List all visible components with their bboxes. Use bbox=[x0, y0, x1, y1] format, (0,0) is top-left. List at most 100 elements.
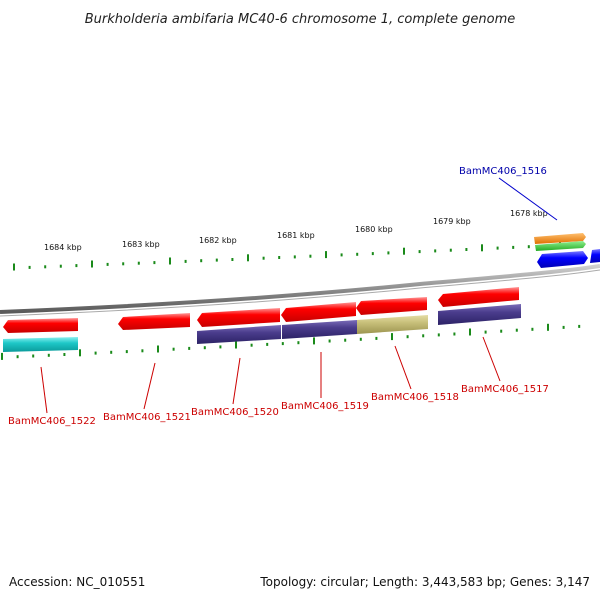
outer-minor-tick bbox=[184, 259, 187, 263]
outer-major-tick bbox=[247, 254, 249, 262]
leader-1521 bbox=[143, 362, 156, 410]
inner-minor-tick bbox=[110, 350, 113, 354]
gene-1519-strand-bar[interactable] bbox=[281, 302, 356, 322]
inner-minor-tick bbox=[531, 327, 534, 331]
inner-major-tick bbox=[547, 323, 549, 331]
inner-major-tick bbox=[313, 337, 315, 345]
outer-scale-ticks bbox=[13, 240, 577, 271]
map-title: Burkholderia ambifaria MC40-6 chromosome… bbox=[85, 12, 515, 27]
inner-minor-tick bbox=[172, 347, 175, 351]
outer-minor-tick bbox=[59, 264, 62, 268]
gene-1517-strand-bar[interactable] bbox=[438, 287, 519, 307]
outer-minor-tick bbox=[340, 253, 343, 257]
inner-minor-tick bbox=[359, 337, 362, 341]
inner-minor-tick bbox=[422, 334, 425, 338]
leader-1518 bbox=[394, 345, 412, 390]
outer-minor-tick bbox=[137, 261, 140, 265]
outer-major-tick bbox=[481, 244, 483, 252]
label-1521[interactable]: BamMC406_1521 bbox=[103, 412, 191, 423]
outer-minor-tick bbox=[387, 251, 390, 255]
inner-major-tick bbox=[157, 345, 159, 353]
gene-1522-strand-bar[interactable] bbox=[3, 318, 78, 333]
inner-minor-tick bbox=[344, 338, 347, 342]
backbone-shadow bbox=[0, 269, 600, 317]
inner-minor-tick bbox=[188, 346, 191, 350]
forward-strand-genes bbox=[3, 287, 519, 333]
outer-minor-tick bbox=[215, 258, 218, 262]
outer-minor-tick bbox=[75, 264, 78, 268]
label-1516[interactable]: BamMC406_1516 bbox=[459, 166, 547, 177]
inner-minor-tick bbox=[578, 324, 581, 328]
leader-1517 bbox=[482, 336, 501, 382]
gene-1522-cog-cyan[interactable] bbox=[3, 337, 78, 352]
inner-minor-tick bbox=[63, 353, 66, 356]
inner-minor-tick bbox=[562, 325, 565, 329]
scale-label-1682: 1682 kbp bbox=[199, 236, 237, 245]
inner-major-tick bbox=[469, 328, 471, 336]
gene-1519-cog-navy[interactable] bbox=[282, 320, 357, 339]
inner-minor-tick bbox=[281, 342, 284, 346]
outer-minor-tick bbox=[371, 252, 374, 256]
outer-minor-tick bbox=[527, 245, 530, 249]
label-1517[interactable]: BamMC406_1517 bbox=[461, 384, 549, 395]
gene-1521-strand-bar[interactable] bbox=[118, 313, 190, 330]
gene-1518-cog-khaki[interactable] bbox=[357, 315, 428, 334]
leader-1516 bbox=[498, 177, 558, 221]
outer-minor-tick bbox=[418, 250, 421, 254]
inner-minor-tick bbox=[375, 336, 378, 340]
outer-minor-tick bbox=[44, 265, 47, 269]
outer-minor-tick bbox=[465, 248, 468, 251]
scale-label-1678: 1678 kbp bbox=[510, 209, 548, 218]
cog-genes bbox=[3, 304, 521, 352]
gene-labels: BamMC406_1516 BamMC406_1517 BamMC406_151… bbox=[8, 166, 549, 427]
gene-1520-cog-navy[interactable] bbox=[197, 325, 281, 344]
gene-1518-strand-bar[interactable] bbox=[356, 297, 427, 315]
outer-minor-tick bbox=[200, 259, 203, 263]
inner-scale-ticks bbox=[1, 323, 581, 360]
inner-minor-tick bbox=[16, 355, 19, 359]
inner-minor-tick bbox=[500, 329, 503, 333]
reverse-strand-genes bbox=[534, 233, 600, 268]
outer-minor-tick bbox=[106, 262, 109, 266]
label-1518[interactable]: BamMC406_1518 bbox=[371, 392, 459, 403]
outer-minor-tick bbox=[512, 245, 515, 249]
outer-minor-tick bbox=[449, 248, 452, 252]
inner-minor-tick bbox=[32, 354, 35, 358]
outer-minor-tick bbox=[262, 256, 265, 260]
outer-minor-tick bbox=[122, 262, 125, 266]
label-leaders bbox=[40, 177, 558, 414]
gene-1516-cog-green[interactable] bbox=[535, 241, 586, 251]
scale-label-1684: 1684 kbp bbox=[44, 243, 82, 252]
outer-minor-tick bbox=[309, 254, 312, 258]
outer-minor-tick bbox=[434, 249, 437, 253]
scale-labels: 1684 kbp 1683 kbp 1682 kbp 1681 kbp 1680… bbox=[44, 209, 548, 252]
gene-1520-strand-bar[interactable] bbox=[197, 308, 280, 327]
outer-minor-tick bbox=[153, 261, 156, 265]
accession-text: Accession: NC_010551 bbox=[9, 575, 145, 589]
gene-1516-cog-orange[interactable] bbox=[534, 233, 586, 244]
gene-1516-strand-bar[interactable] bbox=[537, 251, 588, 268]
inner-major-tick bbox=[235, 341, 237, 349]
scale-label-1681: 1681 kbp bbox=[277, 231, 315, 240]
inner-minor-tick bbox=[203, 346, 206, 350]
gene-next-strand-bar[interactable] bbox=[590, 249, 600, 263]
inner-minor-tick bbox=[297, 341, 300, 345]
outer-major-tick bbox=[13, 263, 15, 271]
inner-minor-tick bbox=[47, 353, 50, 357]
outer-minor-tick bbox=[496, 246, 499, 250]
outer-major-tick bbox=[403, 247, 405, 255]
outer-major-tick bbox=[169, 257, 171, 265]
outer-minor-tick bbox=[231, 258, 234, 261]
inner-minor-tick bbox=[219, 345, 222, 349]
inner-minor-tick bbox=[94, 351, 97, 355]
gene-1517-cog-navy[interactable] bbox=[438, 304, 521, 325]
inner-minor-tick bbox=[250, 343, 253, 347]
label-1519[interactable]: BamMC406_1519 bbox=[281, 401, 369, 412]
label-1520[interactable]: BamMC406_1520 bbox=[191, 407, 279, 418]
inner-minor-tick bbox=[453, 332, 456, 336]
label-1522[interactable]: BamMC406_1522 bbox=[8, 416, 96, 427]
scale-label-1679: 1679 kbp bbox=[433, 217, 471, 226]
inner-major-tick bbox=[391, 333, 393, 341]
inner-minor-tick bbox=[437, 333, 440, 337]
